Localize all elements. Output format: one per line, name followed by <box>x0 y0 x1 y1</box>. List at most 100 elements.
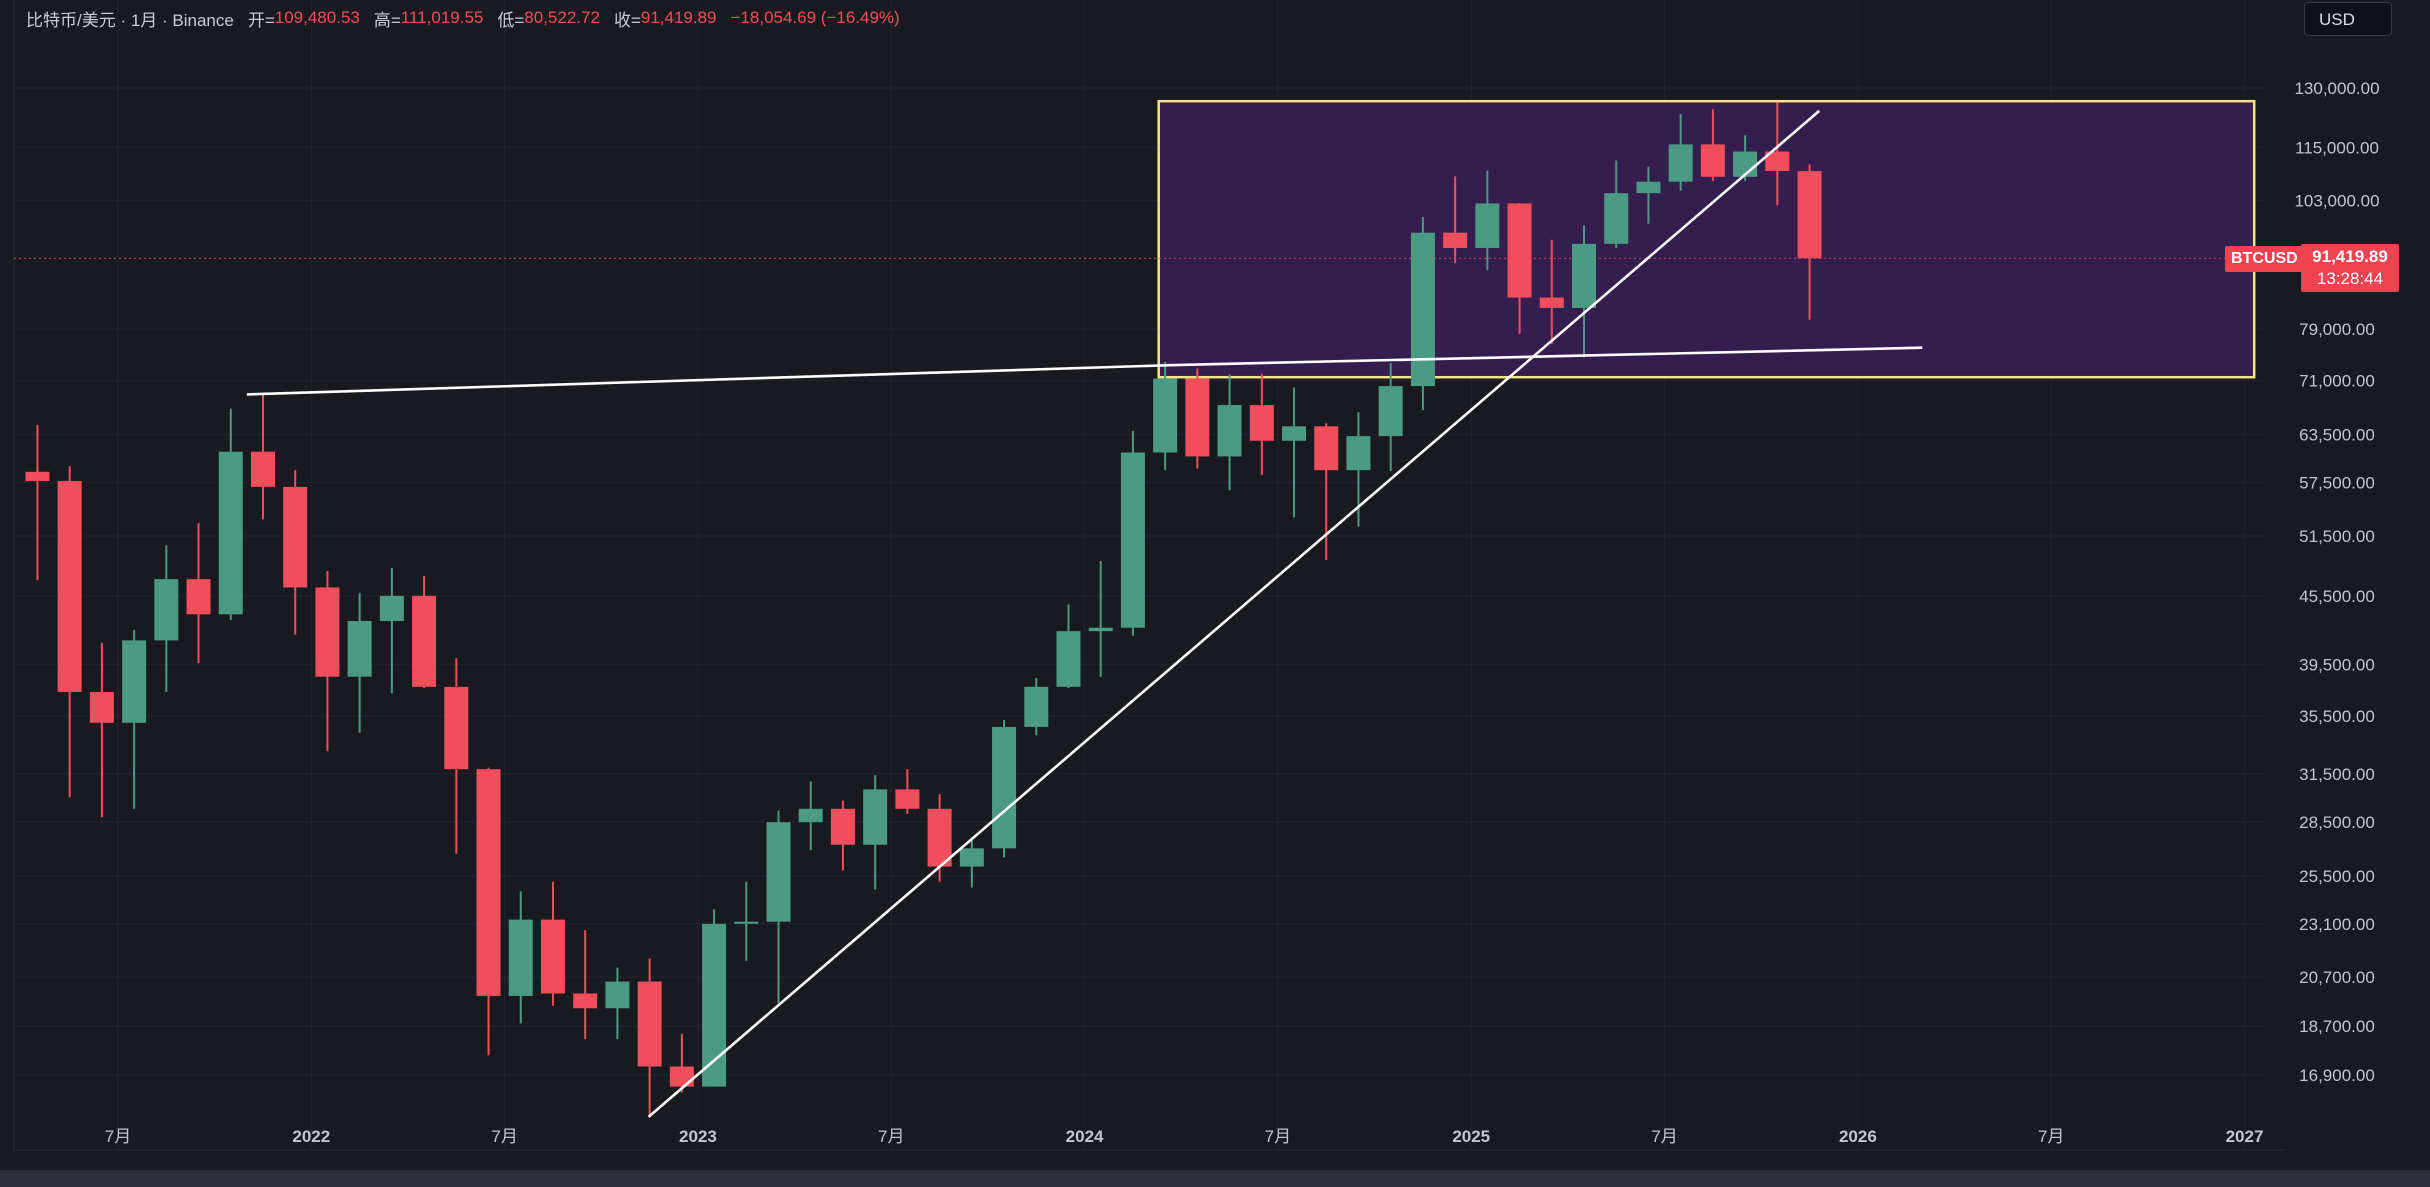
candle-body <box>1797 171 1822 259</box>
y-tick-label: 79,000.00 <box>2299 320 2375 339</box>
candle-body <box>1572 243 1597 308</box>
candle-body <box>476 769 501 996</box>
y-tick-label: 18,700.00 <box>2299 1017 2375 1036</box>
trendline <box>246 363 1170 396</box>
symbol-price-tag: BTCUSD <box>2225 246 2304 272</box>
candle-body <box>1346 436 1371 471</box>
y-tick-label: 16,900.00 <box>2299 1066 2375 1085</box>
y-tick-label: 57,500.00 <box>2299 474 2375 493</box>
candle-body <box>734 921 759 924</box>
candle-body <box>1604 193 1629 244</box>
y-tick-label: 71,000.00 <box>2299 372 2375 391</box>
candle-body <box>186 579 211 615</box>
x-tick-label: 2026 <box>1839 1127 1877 1146</box>
candle-body <box>1314 426 1339 471</box>
x-tick-label: 7月 <box>491 1127 517 1146</box>
candle-body <box>1733 151 1758 177</box>
y-tick-label: 28,500.00 <box>2299 813 2375 832</box>
candle-body <box>605 981 630 1009</box>
symbol-title: 比特币/美元 · 1月 · Binance <box>26 10 234 30</box>
candle-body <box>895 789 920 809</box>
x-tick-label: 2022 <box>292 1127 330 1146</box>
currency-button[interactable]: USD <box>2304 2 2392 36</box>
candle-body <box>218 451 243 615</box>
candle-body <box>863 789 888 845</box>
x-tick-label: 2023 <box>679 1127 717 1146</box>
candle-body <box>1153 378 1178 453</box>
candle-body <box>508 919 533 996</box>
candle-body <box>1410 232 1435 387</box>
candle-body <box>798 808 823 823</box>
change-value: −18,054.69 (−16.49%) <box>730 8 900 27</box>
candle-body <box>122 640 147 723</box>
y-tick-label: 103,000.00 <box>2294 192 2379 211</box>
candles <box>25 102 1822 1117</box>
low-label: 低= <box>497 10 525 30</box>
y-tick-label: 35,500.00 <box>2299 707 2375 726</box>
x-tick-label: 7月 <box>1651 1127 1677 1146</box>
trendline <box>1169 346 1923 367</box>
candle-body <box>669 1066 694 1087</box>
highlight-box <box>1157 99 2256 379</box>
y-tick-label: 51,500.00 <box>2299 527 2375 546</box>
candle-body <box>927 808 952 867</box>
candle-body <box>1120 452 1145 628</box>
candle-body <box>1024 686 1049 727</box>
axes: 130,000.00 115,000.00 103,000.00 79,000.00 7… <box>105 79 2380 1146</box>
candle-body <box>1668 144 1693 182</box>
candle-body <box>25 471 50 481</box>
y-tick-label: 39,500.00 <box>2299 655 2375 674</box>
candle-body <box>573 993 598 1009</box>
candle-body <box>1443 232 1468 248</box>
candle-body <box>250 451 275 487</box>
candle-body <box>154 579 179 641</box>
candle-body <box>444 686 469 770</box>
candle-body <box>830 808 855 845</box>
y-tick-label: 25,500.00 <box>2299 867 2375 886</box>
last-price: 91,419.89 <box>2312 247 2388 266</box>
candle-body <box>766 822 791 922</box>
x-tick-label: 7月 <box>1265 1127 1291 1146</box>
close-value: 91,419.89 <box>640 8 717 27</box>
x-tick-label: 2027 <box>2226 1127 2264 1146</box>
y-tick-label: 45,500.00 <box>2299 587 2375 606</box>
x-tick-label: 7月 <box>105 1127 131 1146</box>
rectangle-drawing <box>1157 99 2256 379</box>
candle-body <box>1636 181 1661 194</box>
candle-body <box>1088 627 1113 632</box>
bar-countdown: 13:28:44 <box>2316 269 2384 288</box>
low-value: 80,522.72 <box>524 8 600 27</box>
candle-body <box>637 981 662 1067</box>
candle-body <box>1765 151 1790 172</box>
candle-body <box>1056 631 1081 687</box>
high-label: 高= <box>373 10 401 30</box>
candle-body <box>347 620 372 677</box>
candle-body <box>1539 297 1564 308</box>
candle-body <box>1217 405 1242 457</box>
candle-body <box>1700 144 1725 177</box>
candle-body <box>992 726 1017 849</box>
x-tick-label: 2025 <box>1452 1127 1490 1146</box>
bottom-bar <box>0 1170 2430 1187</box>
last-price-tag: 91,419.89 13:28:44 <box>2301 244 2399 292</box>
candle-body <box>540 919 565 994</box>
y-tick-label: 130,000.00 <box>2294 79 2379 98</box>
x-tick-label: 7月 <box>878 1127 904 1146</box>
candle-body <box>57 480 82 693</box>
y-tick-label: 63,500.00 <box>2299 426 2375 445</box>
candle-body <box>1378 386 1403 437</box>
open-value: 109,480.53 <box>274 8 360 27</box>
candle-body <box>1282 426 1307 441</box>
x-tick-label: 7月 <box>2038 1127 2064 1146</box>
candle-body <box>283 486 308 588</box>
candle-body <box>315 587 340 677</box>
candle-body <box>412 595 437 687</box>
trendlines <box>246 109 1923 1118</box>
y-tick-label: 23,100.00 <box>2299 915 2375 934</box>
x-tick-label: 2024 <box>1066 1127 1104 1146</box>
open-label: 开= <box>247 10 275 30</box>
candle-body <box>1507 203 1532 298</box>
